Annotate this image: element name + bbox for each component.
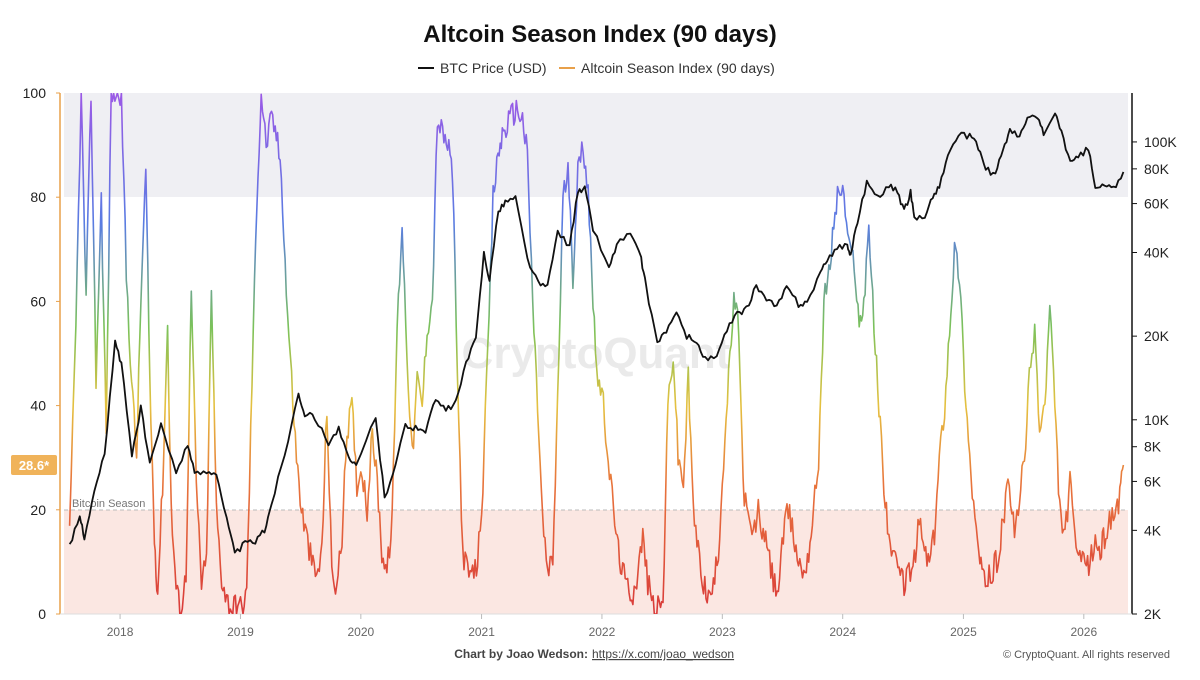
right-tick-label: 2K — [1144, 606, 1162, 622]
current-value-label: 28.6* — [19, 458, 50, 473]
right-tick-label: 20K — [1144, 328, 1170, 344]
right-tick-label: 100K — [1144, 134, 1177, 150]
legend: BTC Price (USD) Altcoin Season Index (90… — [418, 60, 775, 76]
zone-label-bitcoin-season: Bitcoin Season — [72, 498, 145, 510]
legend-label-btc: BTC Price (USD) — [440, 60, 547, 76]
series-line-btc-price — [68, 112, 1125, 554]
chart-title: Altcoin Season Index (90 days) — [423, 21, 776, 48]
x-tick-label: 2019 — [227, 625, 254, 639]
left-tick-label: 60 — [30, 293, 46, 309]
right-tick-label: 6K — [1144, 473, 1162, 489]
footer-link[interactable]: https://x.com/joao_wedson — [592, 647, 734, 661]
left-axis-ticks: 0 20 40 60 80 100 — [23, 85, 60, 622]
x-tick-label: 2023 — [709, 625, 736, 639]
left-tick-label: 0 — [38, 606, 46, 622]
left-tick-label: 40 — [30, 398, 46, 414]
right-axis-ticks: 2K 4K 6K 8K 10K 20K 40K 60K 80K 100K — [1132, 134, 1177, 622]
x-tick-label: 2022 — [589, 625, 616, 639]
current-value-badge: 28.6* — [11, 455, 57, 475]
right-tick-label: 40K — [1144, 244, 1170, 260]
right-tick-label: 10K — [1144, 412, 1170, 428]
x-tick-label: 2021 — [468, 625, 495, 639]
x-tick-label: 2018 — [107, 625, 134, 639]
right-tick-label: 60K — [1144, 196, 1170, 212]
x-tick-label: 2024 — [829, 625, 856, 639]
footer-copyright: © CryptoQuant. All rights reserved — [1003, 649, 1170, 661]
x-tick-label: 2025 — [950, 625, 977, 639]
right-tick-label: 80K — [1144, 161, 1170, 177]
x-axis-ticks: 2018 2019 2020 2021 2022 2023 2024 2025 2026 — [107, 614, 1097, 639]
series-line-altcoin-index — [68, 93, 1125, 614]
left-tick-label: 100 — [23, 85, 47, 101]
legend-label-index: Altcoin Season Index (90 days) — [581, 60, 775, 76]
left-tick-label: 20 — [30, 502, 46, 518]
zone-altcoin-season — [64, 93, 1128, 197]
x-tick-label: 2020 — [347, 625, 374, 639]
right-tick-label: 4K — [1144, 522, 1162, 538]
right-tick-label: 8K — [1144, 439, 1162, 455]
current-value-badge-bg — [11, 455, 57, 475]
left-tick-label: 80 — [30, 189, 46, 205]
x-tick-label: 2026 — [1070, 625, 1097, 639]
zone-bitcoin-season — [64, 510, 1128, 614]
footer-credit: Chart by Joao Wedson: — [454, 647, 588, 661]
